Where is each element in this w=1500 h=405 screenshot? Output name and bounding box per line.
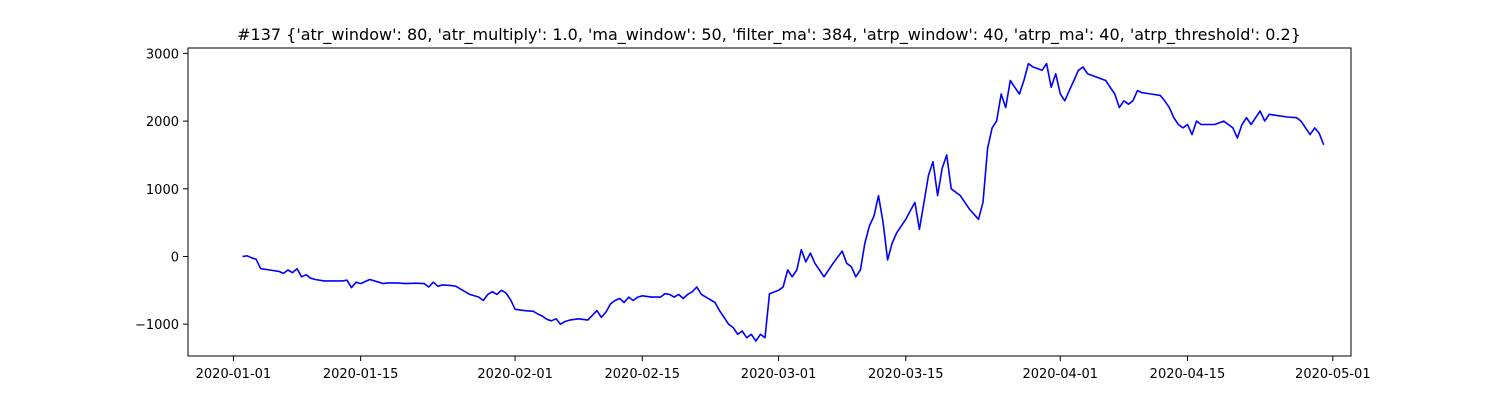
y-axis: −1000 0 1000 2000 3000	[135, 47, 188, 333]
plot-frame	[187, 47, 1352, 357]
x-tick-label: 2020-03-15	[868, 367, 944, 382]
x-tick-label: 2020-05-01	[1295, 367, 1371, 382]
x-tick-label: 2020-02-15	[605, 367, 681, 382]
x-axis: 2020-01-01 2020-01-15 2020-02-01 2020-02-15…	[196, 356, 1371, 382]
series-layer	[242, 62, 1325, 342]
x-tick-label: 2020-02-01	[477, 367, 553, 382]
y-tick-label: 1000	[146, 183, 179, 198]
x-tick-label: 2020-03-01	[741, 367, 817, 382]
x-tick-label: 2020-01-01	[196, 367, 272, 382]
y-tick-label: 3000	[146, 47, 179, 62]
x-tick-label: 2020-04-15	[1150, 367, 1226, 382]
y-tick-label: 2000	[146, 115, 179, 130]
y-tick-label: −1000	[135, 318, 179, 333]
y-tick-label: 0	[171, 250, 179, 265]
chart-title: #137 {'atr_window': 80, 'atr_multiply': …	[237, 25, 1301, 45]
x-tick-label: 2020-01-15	[323, 367, 399, 382]
series-line-0	[242, 62, 1325, 342]
x-tick-label: 2020-04-01	[1022, 367, 1098, 382]
